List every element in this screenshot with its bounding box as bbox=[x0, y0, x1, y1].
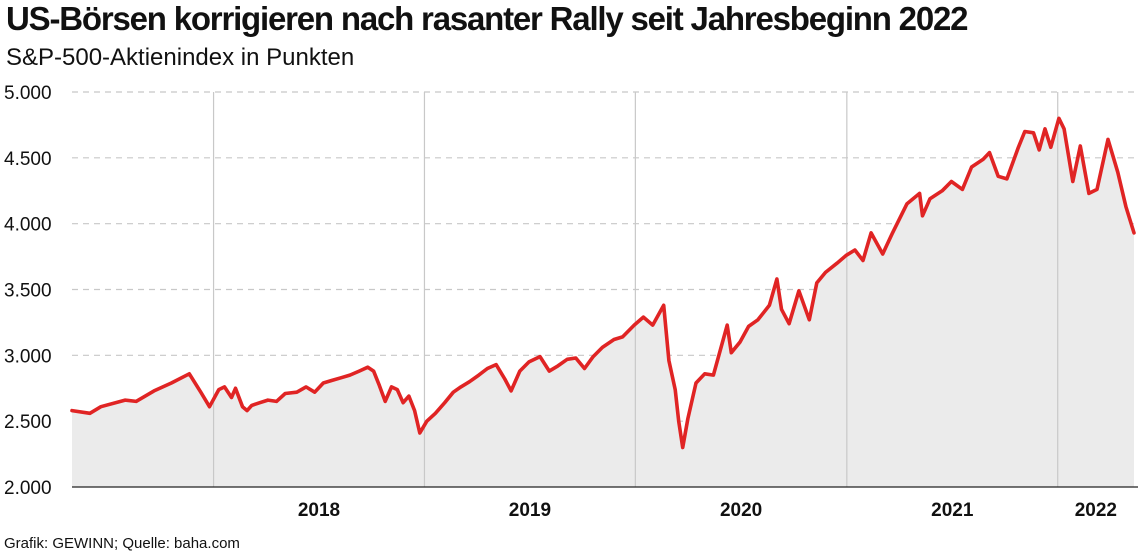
y-tick-label-4500: 4.500 bbox=[4, 149, 52, 170]
y-axis-tick-labels: 2.000 2.500 3.000 3.500 4.000 4.500 5.000 bbox=[4, 83, 52, 499]
chart-title: US-Börsen korrigieren nach rasanter Rall… bbox=[6, 0, 968, 37]
x-tick-label-2019: 2019 bbox=[509, 500, 551, 521]
chart-subtitle: S&P-500-Aktienindex in Punkten bbox=[6, 44, 355, 71]
year-separator-lines bbox=[212, 92, 1059, 487]
y-tick-label-3000: 3.000 bbox=[4, 346, 52, 367]
sp500-series-line bbox=[70, 116, 1136, 450]
y-tick-label-2500: 2.500 bbox=[4, 412, 52, 433]
x-axis-tick-labels: 2018 2019 2020 2021 2022 bbox=[298, 500, 1117, 521]
x-tick-label-2022: 2022 bbox=[1075, 500, 1117, 521]
y-tick-label-5000: 5.000 bbox=[4, 83, 52, 104]
sp500-line-chart: 2.000 2.500 3.000 3.500 4.000 4.500 5.000 2018… bbox=[4, 83, 1138, 521]
y-tick-label-2000: 2.000 bbox=[4, 478, 52, 499]
y-tick-label-4000: 4.000 bbox=[4, 215, 52, 236]
area-under-curve bbox=[72, 118, 1134, 488]
x-tick-label-2018: 2018 bbox=[298, 500, 340, 521]
y-tick-label-3500: 3.500 bbox=[4, 281, 52, 302]
x-tick-label-2020: 2020 bbox=[720, 500, 762, 521]
source-note: Grafik: GEWINN; Quelle: baha.com bbox=[4, 535, 240, 552]
x-tick-label-2021: 2021 bbox=[931, 500, 974, 521]
